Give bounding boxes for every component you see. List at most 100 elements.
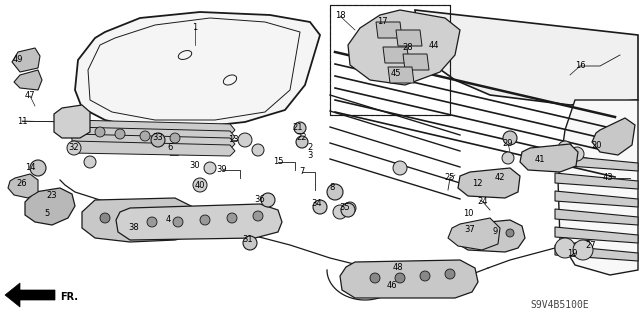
Circle shape	[173, 217, 183, 227]
Text: 24: 24	[477, 197, 488, 206]
Text: 6: 6	[167, 144, 173, 152]
Polygon shape	[555, 191, 638, 207]
Polygon shape	[555, 155, 638, 171]
Text: 27: 27	[586, 241, 596, 250]
Text: 45: 45	[391, 70, 401, 78]
Circle shape	[472, 232, 480, 240]
Text: 13: 13	[228, 136, 238, 145]
Text: 19: 19	[567, 249, 577, 258]
Circle shape	[393, 161, 407, 175]
Circle shape	[313, 200, 327, 214]
Circle shape	[420, 271, 430, 281]
Circle shape	[294, 122, 306, 134]
Circle shape	[573, 240, 593, 260]
Text: 16: 16	[575, 62, 586, 70]
Text: 11: 11	[17, 116, 28, 125]
Text: 22: 22	[297, 133, 307, 143]
Text: 17: 17	[377, 18, 387, 26]
Circle shape	[143, 217, 153, 227]
Polygon shape	[72, 120, 235, 135]
Text: 38: 38	[129, 224, 140, 233]
Text: 35: 35	[340, 204, 350, 212]
Circle shape	[204, 162, 216, 174]
Text: S9V4B5100E: S9V4B5100E	[530, 300, 589, 310]
Circle shape	[170, 133, 180, 143]
Circle shape	[555, 238, 575, 258]
Polygon shape	[340, 260, 478, 298]
Circle shape	[100, 213, 110, 223]
Text: 32: 32	[68, 144, 79, 152]
Text: 28: 28	[403, 42, 413, 51]
Polygon shape	[388, 67, 414, 83]
Polygon shape	[82, 198, 200, 242]
Circle shape	[490, 230, 498, 238]
Polygon shape	[75, 12, 320, 128]
Text: 47: 47	[25, 92, 35, 100]
Circle shape	[558, 141, 572, 155]
Circle shape	[67, 141, 81, 155]
Text: 29: 29	[503, 138, 513, 147]
Text: 25: 25	[445, 174, 455, 182]
Circle shape	[193, 178, 207, 192]
Polygon shape	[72, 127, 235, 142]
Text: 31: 31	[243, 235, 253, 244]
Polygon shape	[14, 70, 42, 90]
Circle shape	[261, 193, 275, 207]
Text: 37: 37	[465, 226, 476, 234]
Polygon shape	[555, 227, 638, 243]
Circle shape	[147, 217, 157, 227]
Polygon shape	[376, 22, 402, 38]
Text: 48: 48	[393, 263, 403, 271]
Text: 26: 26	[17, 180, 28, 189]
Polygon shape	[415, 10, 638, 105]
Polygon shape	[54, 105, 90, 138]
Polygon shape	[72, 141, 235, 156]
Text: 2: 2	[307, 144, 312, 152]
Text: 15: 15	[273, 158, 284, 167]
Circle shape	[243, 236, 257, 250]
Text: 30: 30	[189, 160, 200, 169]
Polygon shape	[383, 47, 409, 63]
Circle shape	[163, 215, 173, 225]
Text: 39: 39	[217, 166, 227, 174]
Polygon shape	[8, 174, 38, 198]
Text: 8: 8	[330, 183, 335, 192]
Polygon shape	[72, 134, 235, 149]
Polygon shape	[555, 173, 638, 189]
Text: 36: 36	[255, 196, 266, 204]
Circle shape	[227, 213, 237, 223]
Text: 14: 14	[25, 162, 35, 172]
Circle shape	[151, 133, 165, 147]
Circle shape	[253, 211, 263, 221]
Circle shape	[344, 202, 356, 214]
Circle shape	[77, 125, 87, 135]
Text: 1: 1	[193, 24, 198, 33]
Polygon shape	[558, 100, 638, 275]
Circle shape	[333, 205, 347, 219]
Text: 9: 9	[492, 227, 498, 236]
Text: 12: 12	[472, 179, 483, 188]
Text: 3: 3	[307, 151, 313, 160]
Text: FR.: FR.	[60, 292, 78, 302]
Text: 33: 33	[152, 133, 163, 143]
Polygon shape	[12, 48, 40, 72]
Text: 18: 18	[335, 11, 346, 20]
Text: 40: 40	[195, 181, 205, 189]
Circle shape	[570, 147, 584, 161]
Polygon shape	[25, 188, 75, 225]
Circle shape	[413, 50, 427, 64]
Circle shape	[95, 127, 105, 137]
Circle shape	[30, 160, 46, 176]
Circle shape	[120, 215, 130, 225]
Polygon shape	[5, 283, 55, 307]
Polygon shape	[348, 10, 460, 85]
Text: 34: 34	[312, 198, 323, 207]
Bar	[330, 5, 450, 115]
Polygon shape	[555, 245, 638, 261]
Text: 49: 49	[13, 56, 23, 64]
Circle shape	[341, 203, 355, 217]
Polygon shape	[456, 220, 525, 252]
Circle shape	[296, 136, 308, 148]
Circle shape	[428, 45, 442, 59]
Text: 44: 44	[429, 41, 439, 49]
